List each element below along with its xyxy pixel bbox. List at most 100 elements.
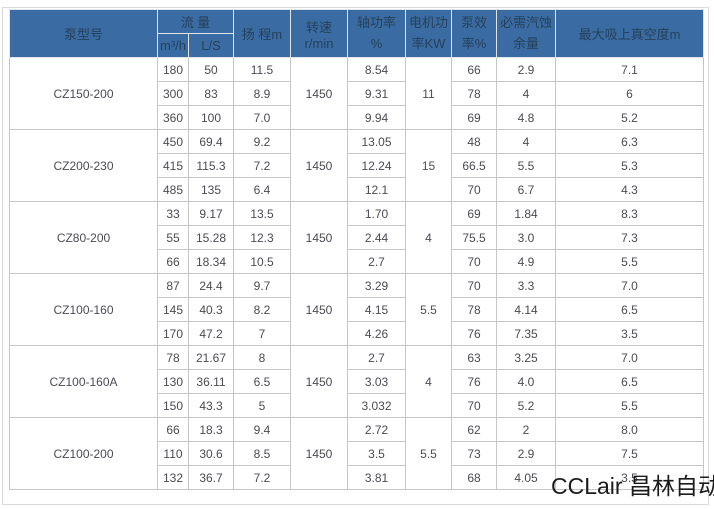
flow-m3h-cell: 66	[157, 249, 189, 274]
table-row: 55 15.28 12.3 2.44 75.5 3.0 7.3	[10, 225, 704, 250]
npsh-cell: 3.25	[496, 345, 556, 370]
npsh-cell: 2.9	[496, 441, 556, 466]
efficiency-cell: 73	[451, 441, 497, 466]
npsh-cell: 6.7	[496, 177, 556, 202]
vacuum-cell: 3.5	[555, 465, 704, 490]
npsh-cell: 5.5	[496, 153, 556, 178]
shaft-power-cell: 3.032	[347, 393, 406, 418]
vacuum-cell: 5.5	[555, 249, 704, 274]
npsh-cell: 4	[496, 129, 556, 154]
table-row: 170 47.2 7 4.26 76 7.35 3.5	[10, 321, 704, 346]
flow-m3h-cell: 145	[157, 297, 189, 322]
flow-m3h-cell: 110	[157, 441, 189, 466]
vacuum-cell: 6.3	[555, 129, 704, 154]
efficiency-cell: 78	[451, 297, 497, 322]
efficiency-cell: 70	[451, 393, 497, 418]
flow-ls-cell: 69.4	[188, 129, 234, 154]
vacuum-cell: 5.5	[555, 393, 704, 418]
pump-model-cell: CZ150-200	[9, 57, 158, 130]
header-flow: 流 量	[157, 9, 234, 34]
efficiency-cell: 69	[451, 201, 497, 226]
efficiency-cell: 70	[451, 249, 497, 274]
flow-m3h-cell: 170	[157, 321, 189, 346]
efficiency-cell: 70	[451, 273, 497, 298]
vacuum-cell: 6.5	[555, 297, 704, 322]
npsh-cell: 2.9	[496, 57, 556, 82]
npsh-cell: 4.05	[496, 465, 556, 490]
vacuum-cell: 8.3	[555, 201, 704, 226]
flow-ls-cell: 24.4	[188, 273, 234, 298]
table-row: 130 36.11 6.5 3.03 76 4.0 6.5	[10, 369, 704, 394]
shaft-power-cell: 2.44	[347, 225, 406, 250]
vacuum-cell: 6.5	[555, 369, 704, 394]
efficiency-cell: 66	[451, 57, 497, 82]
header-speed: 转速r/min	[290, 9, 348, 58]
head-cell: 8	[233, 345, 291, 370]
efficiency-cell: 70	[451, 177, 497, 202]
header-vacuum: 最大吸上真空度m	[555, 9, 704, 58]
shaft-power-cell: 9.31	[347, 81, 406, 106]
shaft-power-cell: 2.7	[347, 345, 406, 370]
pump-model-cell: CZ100-200	[9, 417, 158, 490]
efficiency-cell: 66.5	[451, 153, 497, 178]
shaft-power-cell: 3.29	[347, 273, 406, 298]
flow-ls-cell: 15.28	[188, 225, 234, 250]
pump-model-cell: CZ200-230	[9, 129, 158, 202]
table-row: 110 30.6 8.5 3.5 73 2.9 7.5	[10, 441, 704, 466]
npsh-cell: 4.0	[496, 369, 556, 394]
npsh-cell: 3.3	[496, 273, 556, 298]
flow-m3h-cell: 180	[157, 57, 189, 82]
header-shaft-power: 轴功率 %	[347, 9, 406, 58]
table-row: 132 36.7 7.2 3.81 68 4.05 3.5	[10, 465, 704, 490]
header-flow-ls: L/S	[188, 33, 234, 58]
vacuum-cell: 7.1	[555, 57, 704, 82]
head-cell: 13.5	[233, 201, 291, 226]
table-row: 300 83 8.9 9.31 78 4 6	[10, 81, 704, 106]
shaft-power-cell: 12.1	[347, 177, 406, 202]
shaft-power-cell: 4.15	[347, 297, 406, 322]
flow-m3h-cell: 130	[157, 369, 189, 394]
pump-model-cell: CZ80-200	[9, 201, 158, 274]
shaft-power-cell: 2.7	[347, 249, 406, 274]
npsh-cell: 4.8	[496, 105, 556, 130]
flow-ls-cell: 30.6	[188, 441, 234, 466]
shaft-power-cell: 1.70	[347, 201, 406, 226]
motor-power-cell: 5.5	[405, 417, 452, 490]
vacuum-cell: 8.0	[555, 417, 704, 442]
vacuum-cell: 6	[555, 81, 704, 106]
table-row: 145 40.3 8.2 4.15 78 4.14 6.5	[10, 297, 704, 322]
efficiency-cell: 76	[451, 369, 497, 394]
header-pump-model: 泵型号	[9, 9, 158, 58]
flow-ls-cell: 100	[188, 105, 234, 130]
header-efficiency: 泵效 率%	[451, 9, 497, 58]
table-row: 415 115.3 7.2 12.24 66.5 5.5 5.3	[10, 153, 704, 178]
motor-power-cell: 15	[405, 129, 452, 202]
flow-ls-cell: 47.2	[188, 321, 234, 346]
npsh-cell: 1.84	[496, 201, 556, 226]
flow-m3h-cell: 485	[157, 177, 189, 202]
table-row: 485 135 6.4 12.1 70 6.7 4.3	[10, 177, 704, 202]
table-row: CZ100-200 66 18.3 9.4 1450 2.72 5.5 62 2…	[9, 417, 704, 490]
efficiency-cell: 76	[451, 321, 497, 346]
flow-ls-cell: 9.17	[188, 201, 234, 226]
flow-ls-cell: 43.3	[188, 393, 234, 418]
shaft-power-cell: 2.72	[347, 417, 406, 442]
head-cell: 5	[233, 393, 291, 418]
efficiency-cell: 78	[451, 81, 497, 106]
table-row: 66 18.34 10.5 2.7 70 4.9 5.5	[10, 249, 704, 274]
npsh-cell: 4.14	[496, 297, 556, 322]
vacuum-cell: 5.2	[555, 105, 704, 130]
efficiency-cell: 69	[451, 105, 497, 130]
head-cell: 9.7	[233, 273, 291, 298]
flow-ls-cell: 50	[188, 57, 234, 82]
efficiency-cell: 63	[451, 345, 497, 370]
shaft-power-cell: 3.5	[347, 441, 406, 466]
head-cell: 7.2	[233, 153, 291, 178]
npsh-cell: 5.2	[496, 393, 556, 418]
vacuum-cell: 7.0	[555, 273, 704, 298]
efficiency-cell: 62	[451, 417, 497, 442]
shaft-power-cell: 13.05	[347, 129, 406, 154]
head-cell: 6.5	[233, 369, 291, 394]
flow-ls-cell: 36.7	[188, 465, 234, 490]
npsh-cell: 2	[496, 417, 556, 442]
